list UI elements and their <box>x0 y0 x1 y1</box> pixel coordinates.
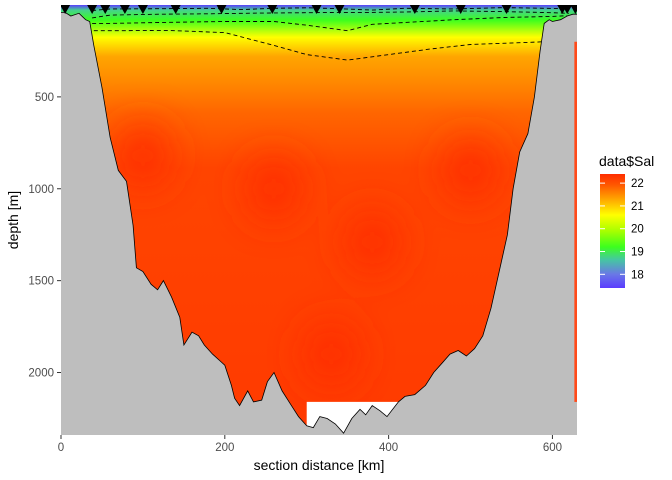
station-markers <box>61 5 577 14</box>
station-marker <box>501 5 512 14</box>
bottom-topography <box>61 12 577 435</box>
station-marker <box>311 5 322 14</box>
station-marker <box>170 5 181 14</box>
station-marker <box>87 5 98 14</box>
plot-panel <box>61 5 577 435</box>
x-tick-label: 200 <box>215 442 234 454</box>
station-marker <box>562 5 573 14</box>
x-tick-label: 0 <box>58 442 64 454</box>
x-tick-label: 400 <box>379 442 398 454</box>
x-tick-label: 600 <box>543 442 562 454</box>
salinity-hotspot <box>440 136 501 205</box>
station-marker <box>267 5 278 14</box>
salinity-hotspot <box>112 121 173 190</box>
salinity-hotspot <box>243 154 304 223</box>
edge-profile-strip <box>574 41 577 402</box>
legend-tick-label: 19 <box>631 247 644 259</box>
station-marker <box>61 5 71 14</box>
station-marker <box>409 5 420 14</box>
legend-tick-label: 21 <box>631 201 644 213</box>
station-marker <box>334 5 345 14</box>
legend-tick-label: 22 <box>631 178 644 190</box>
y-tick-label: 1500 <box>28 276 54 288</box>
contour-line <box>93 29 569 61</box>
x-axis: 0 200 400 600 <box>58 435 562 454</box>
colorbar-ticks: 18 19 20 21 22 <box>600 178 644 281</box>
station-marker <box>119 5 130 14</box>
no-data-gap <box>306 396 414 434</box>
legend-tick-label: 18 <box>631 269 644 281</box>
y-tick-label: 500 <box>35 92 54 104</box>
y-tick-label: 2000 <box>28 368 54 380</box>
legend-title: data$Sal <box>599 153 654 169</box>
station-marker <box>100 5 111 14</box>
y-axis: 500 1000 1500 2000 <box>28 92 61 380</box>
colorbar-legend: data$Sal 18 19 20 21 22 <box>599 153 654 288</box>
salinity-hotspot <box>301 320 362 389</box>
salinity-hotspot <box>342 208 403 277</box>
y-axis-title: depth [m] <box>5 191 21 249</box>
legend-tick-label: 20 <box>631 224 644 236</box>
x-axis-title: section distance [km] <box>254 457 385 473</box>
station-marker <box>455 5 466 14</box>
y-tick-label: 1000 <box>28 184 54 196</box>
colorbar <box>600 174 625 288</box>
salinity-hotspots <box>112 121 501 389</box>
station-marker <box>570 5 577 14</box>
station-marker <box>216 5 227 14</box>
station-marker <box>137 5 148 14</box>
